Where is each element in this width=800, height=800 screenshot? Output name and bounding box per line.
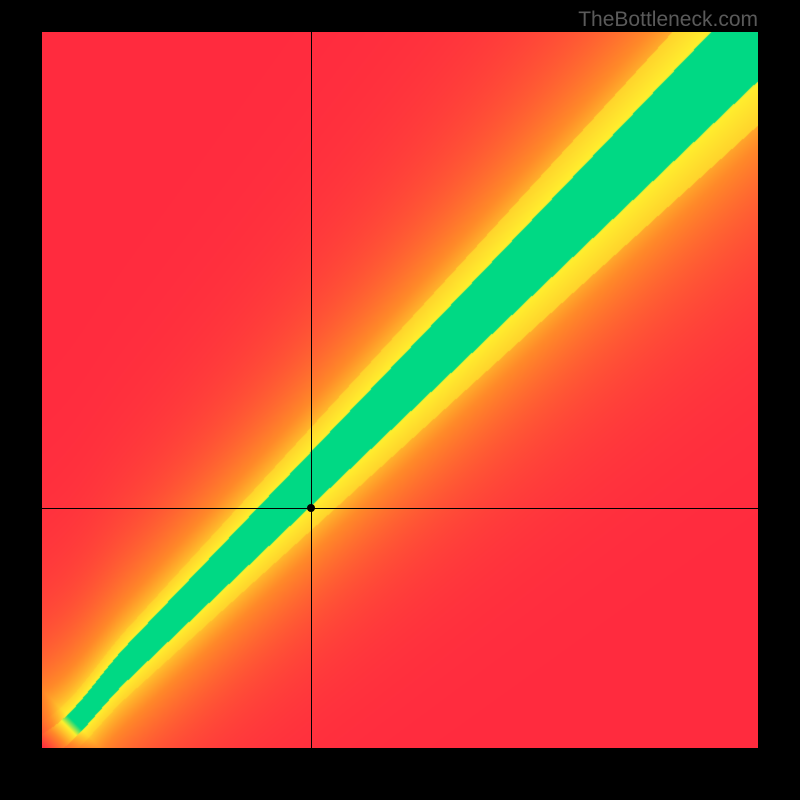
crosshair-horizontal — [42, 508, 758, 509]
plot-area — [42, 32, 758, 748]
crosshair-marker — [307, 504, 315, 512]
watermark-text: TheBottleneck.com — [578, 8, 758, 32]
crosshair-vertical — [311, 32, 312, 748]
heatmap-canvas — [42, 32, 758, 748]
